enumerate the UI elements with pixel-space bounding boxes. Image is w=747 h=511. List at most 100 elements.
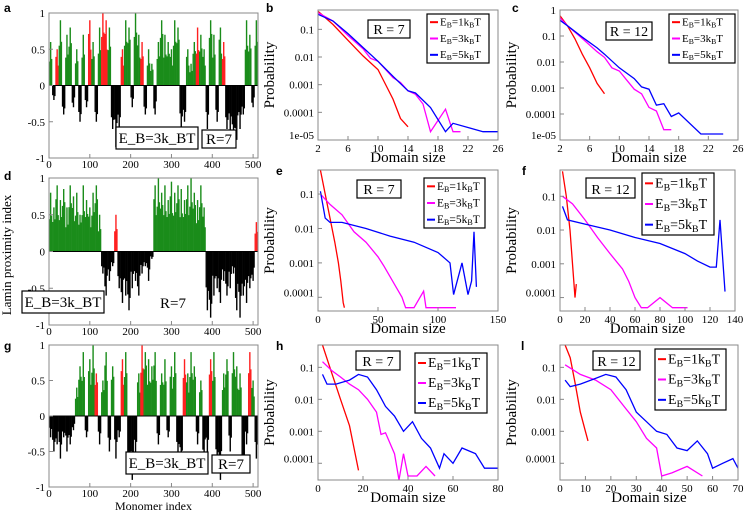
bar	[110, 251, 113, 263]
bar	[251, 85, 253, 103]
bar	[147, 359, 150, 416]
legend-entry: EB=5kBT	[440, 49, 481, 62]
bar	[115, 85, 117, 148]
bar	[79, 214, 81, 252]
bar	[122, 384, 125, 416]
bar	[157, 42, 160, 86]
bar	[140, 372, 142, 416]
bar	[117, 85, 119, 115]
bar	[135, 416, 138, 442]
bar	[220, 416, 223, 452]
bar	[205, 251, 207, 288]
bar	[125, 352, 127, 416]
bar	[185, 199, 188, 252]
bar	[122, 65, 125, 86]
r-annotation: R = 12	[591, 183, 629, 198]
bar	[243, 85, 245, 109]
bar	[181, 416, 183, 451]
bar	[70, 203, 72, 252]
bar	[194, 51, 196, 86]
bar	[217, 85, 219, 112]
bar	[155, 215, 157, 252]
bar	[213, 34, 215, 86]
bar	[158, 416, 161, 436]
bar	[148, 381, 151, 416]
bar	[72, 85, 75, 108]
r-annotation: R=7	[218, 457, 244, 473]
bar	[116, 85, 118, 124]
bar	[126, 41, 128, 86]
bar	[79, 366, 81, 416]
bar	[169, 376, 172, 416]
panel-e: e 0 50 100 150 0.0001 0.001 0.01 0.1 Domain size P…	[262, 164, 507, 337]
bar	[151, 63, 153, 86]
bar	[219, 251, 222, 303]
bar	[125, 251, 127, 296]
bar	[199, 207, 201, 252]
bar	[145, 365, 148, 416]
bar	[154, 352, 156, 416]
bar	[156, 58, 158, 86]
bar	[50, 416, 53, 429]
bar	[232, 251, 235, 274]
r-annotation-box	[592, 350, 641, 371]
bar	[148, 251, 151, 270]
bar	[156, 416, 158, 434]
bar	[74, 63, 77, 86]
bar	[254, 233, 256, 252]
bar	[105, 251, 107, 296]
bar	[197, 50, 200, 86]
bar	[233, 369, 236, 416]
bar	[61, 205, 64, 252]
x-tick-label: 2	[557, 143, 563, 155]
y-tick-label: 0	[40, 247, 46, 259]
bar	[167, 200, 169, 252]
bar	[81, 380, 83, 416]
energy-annotation: E_B=3k_BT	[119, 131, 196, 147]
series-line-2	[564, 373, 738, 470]
x-tick-label: 0	[557, 483, 563, 495]
panel-d: d0 100 200 300 400 500-1-0.500.51E_B=3k_BT R=7	[4, 169, 262, 338]
bar	[250, 251, 252, 279]
bar	[233, 251, 236, 268]
bar	[175, 41, 177, 86]
bar	[206, 251, 209, 311]
bar	[131, 251, 133, 289]
bar	[129, 39, 131, 86]
bar	[166, 217, 168, 252]
bar	[214, 54, 216, 86]
bar	[183, 85, 186, 122]
bar	[172, 215, 175, 252]
bar	[70, 43, 72, 86]
bar	[250, 369, 252, 416]
bar	[208, 374, 211, 416]
bar	[187, 185, 189, 252]
bar	[142, 368, 144, 416]
bar	[170, 366, 173, 416]
bar	[167, 416, 169, 438]
bar	[49, 61, 51, 86]
bar	[86, 213, 89, 252]
bar	[53, 207, 55, 252]
bar	[225, 374, 227, 416]
x-tick-label: 120	[702, 314, 719, 326]
plot-frame	[317, 169, 499, 312]
bar	[109, 251, 112, 272]
bar	[108, 251, 111, 281]
bar	[161, 33, 164, 86]
bar	[147, 49, 150, 86]
bar	[188, 215, 190, 252]
bar	[187, 373, 189, 416]
bar	[240, 387, 242, 416]
r-annotation: R=7	[206, 132, 232, 148]
bar	[82, 352, 84, 416]
bar	[109, 416, 112, 440]
bar	[250, 48, 252, 86]
legend-entry: EB=3kBT	[428, 376, 481, 393]
bar	[227, 371, 229, 416]
bar	[168, 416, 170, 432]
bar	[131, 85, 133, 108]
bar	[179, 416, 181, 448]
bar	[73, 416, 76, 424]
